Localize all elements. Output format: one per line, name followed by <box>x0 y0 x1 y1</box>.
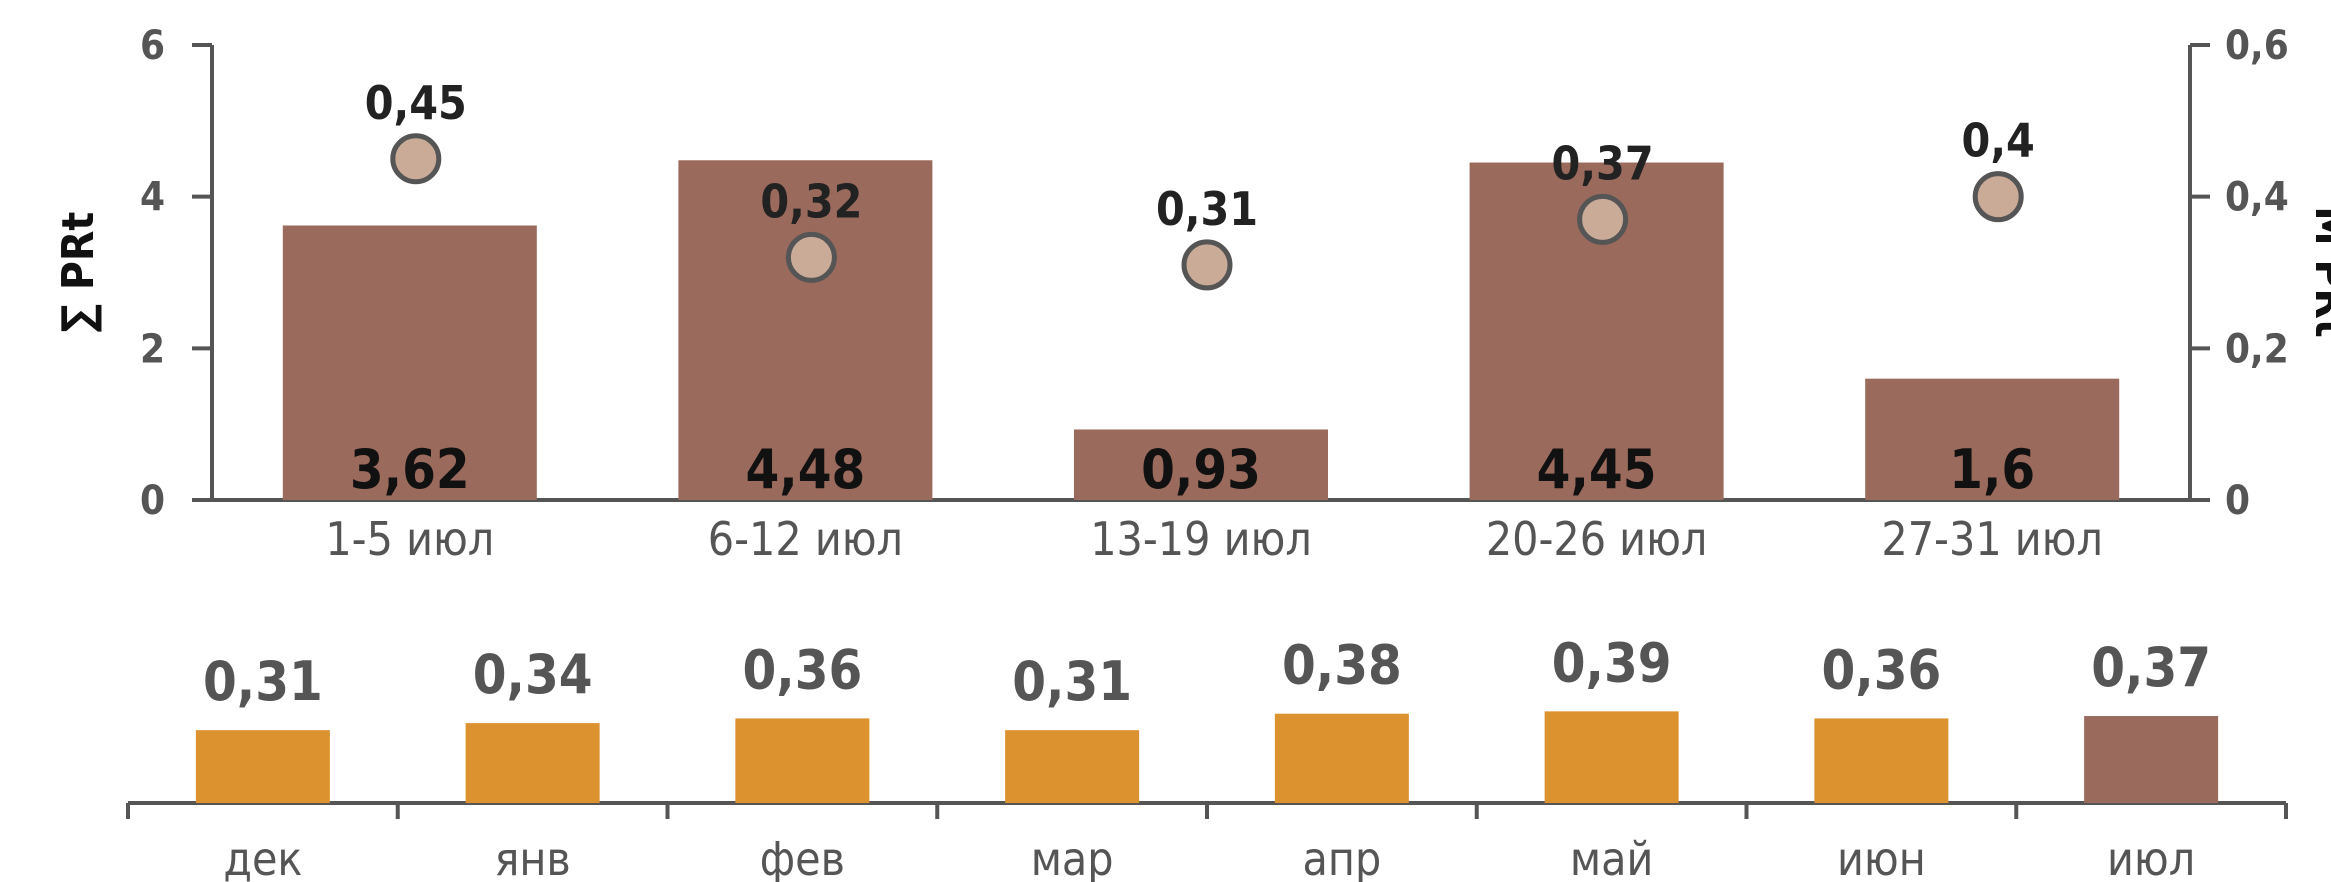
month-bar <box>735 718 870 803</box>
month-value-label: 0,31 <box>203 650 323 713</box>
dot-value-label: 0,4 <box>1962 114 2035 168</box>
month-bar <box>195 730 330 803</box>
left-tick-label: 0 <box>140 478 165 524</box>
x-tick-label: 1-5 июл <box>325 512 494 566</box>
weekly-chart: 0 2 4 6 0 0,2 0,4 0,6 ∑ PRt M PRt 3,62 1-5 июл 0,45 4… <box>53 23 2331 566</box>
dot-value-label: 0,31 <box>1156 182 1258 236</box>
bar-sum-prt <box>1074 429 1328 500</box>
month-value-label: 0,36 <box>742 638 862 701</box>
bar-value-label: 4,48 <box>745 438 865 501</box>
bar-sum-prt <box>1865 378 2120 500</box>
month-tick-label: янв <box>494 832 570 882</box>
month-value-label: 0,38 <box>1282 634 1402 697</box>
dot-m-prt <box>1181 239 1233 291</box>
month-bar <box>465 723 600 803</box>
month-bar <box>1005 730 1140 803</box>
right-tick-label: 0 <box>2225 478 2250 524</box>
right-tick-label: 0,6 <box>2225 23 2289 69</box>
month-value-label: 0,31 <box>1012 650 1132 713</box>
month-value-label: 0,34 <box>473 643 593 706</box>
bar-sum-prt <box>282 225 537 500</box>
left-tick-label: 6 <box>140 23 165 69</box>
right-tick-label: 0,2 <box>2225 326 2289 372</box>
month-bar <box>1544 711 1679 803</box>
monthly-chart: 0,31 дек 0,34 янв 0,36 фев 0,31 мар 0,38 апр 0,39 м… <box>126 631 2288 882</box>
month-tick-label: июл <box>2107 832 2195 882</box>
dot-m-prt <box>390 133 442 185</box>
left-tick-label: 2 <box>140 326 165 372</box>
dot-m-prt <box>1972 171 2024 223</box>
bar-value-label: 4,45 <box>1537 438 1657 501</box>
dot-m-prt <box>785 231 837 283</box>
month-tick-label: апр <box>1303 832 1382 882</box>
right-tick-label: 0,4 <box>2225 175 2289 221</box>
month-tick-label: май <box>1570 832 1653 882</box>
x-tick-label: 6-12 июл <box>708 512 903 566</box>
left-axis-title: ∑ PRt <box>53 212 104 333</box>
x-tick-label: 27-31 июл <box>1881 512 2103 566</box>
bar-value-label: 0,93 <box>1141 438 1261 501</box>
month-tick-label: фев <box>760 832 845 882</box>
month-bar <box>1814 718 1949 803</box>
month-value-label: 0,36 <box>1821 638 1941 701</box>
dot-m-prt <box>1577 193 1629 245</box>
x-tick-label: 13-19 июл <box>1090 512 1312 566</box>
dot-value-label: 0,37 <box>1552 136 1654 190</box>
month-bar <box>1274 713 1409 803</box>
month-tick-label: июн <box>1837 832 1926 882</box>
dot-value-label: 0,32 <box>760 174 862 228</box>
bar-sum-prt <box>678 160 933 500</box>
month-value-label: 0,37 <box>2091 636 2211 699</box>
month-bar <box>2084 716 2219 803</box>
month-tick-label: дек <box>223 832 302 882</box>
right-axis-title: M PRt <box>2305 206 2331 338</box>
month-value-label: 0,39 <box>1552 631 1672 694</box>
month-tick-label: мар <box>1031 832 1114 882</box>
bar-value-label: 3,62 <box>350 438 470 501</box>
bar-value-label: 1,6 <box>1949 438 2035 501</box>
left-tick-label: 4 <box>140 175 165 221</box>
dot-value-label: 0,45 <box>365 76 467 130</box>
x-tick-label: 20-26 июл <box>1486 512 1708 566</box>
